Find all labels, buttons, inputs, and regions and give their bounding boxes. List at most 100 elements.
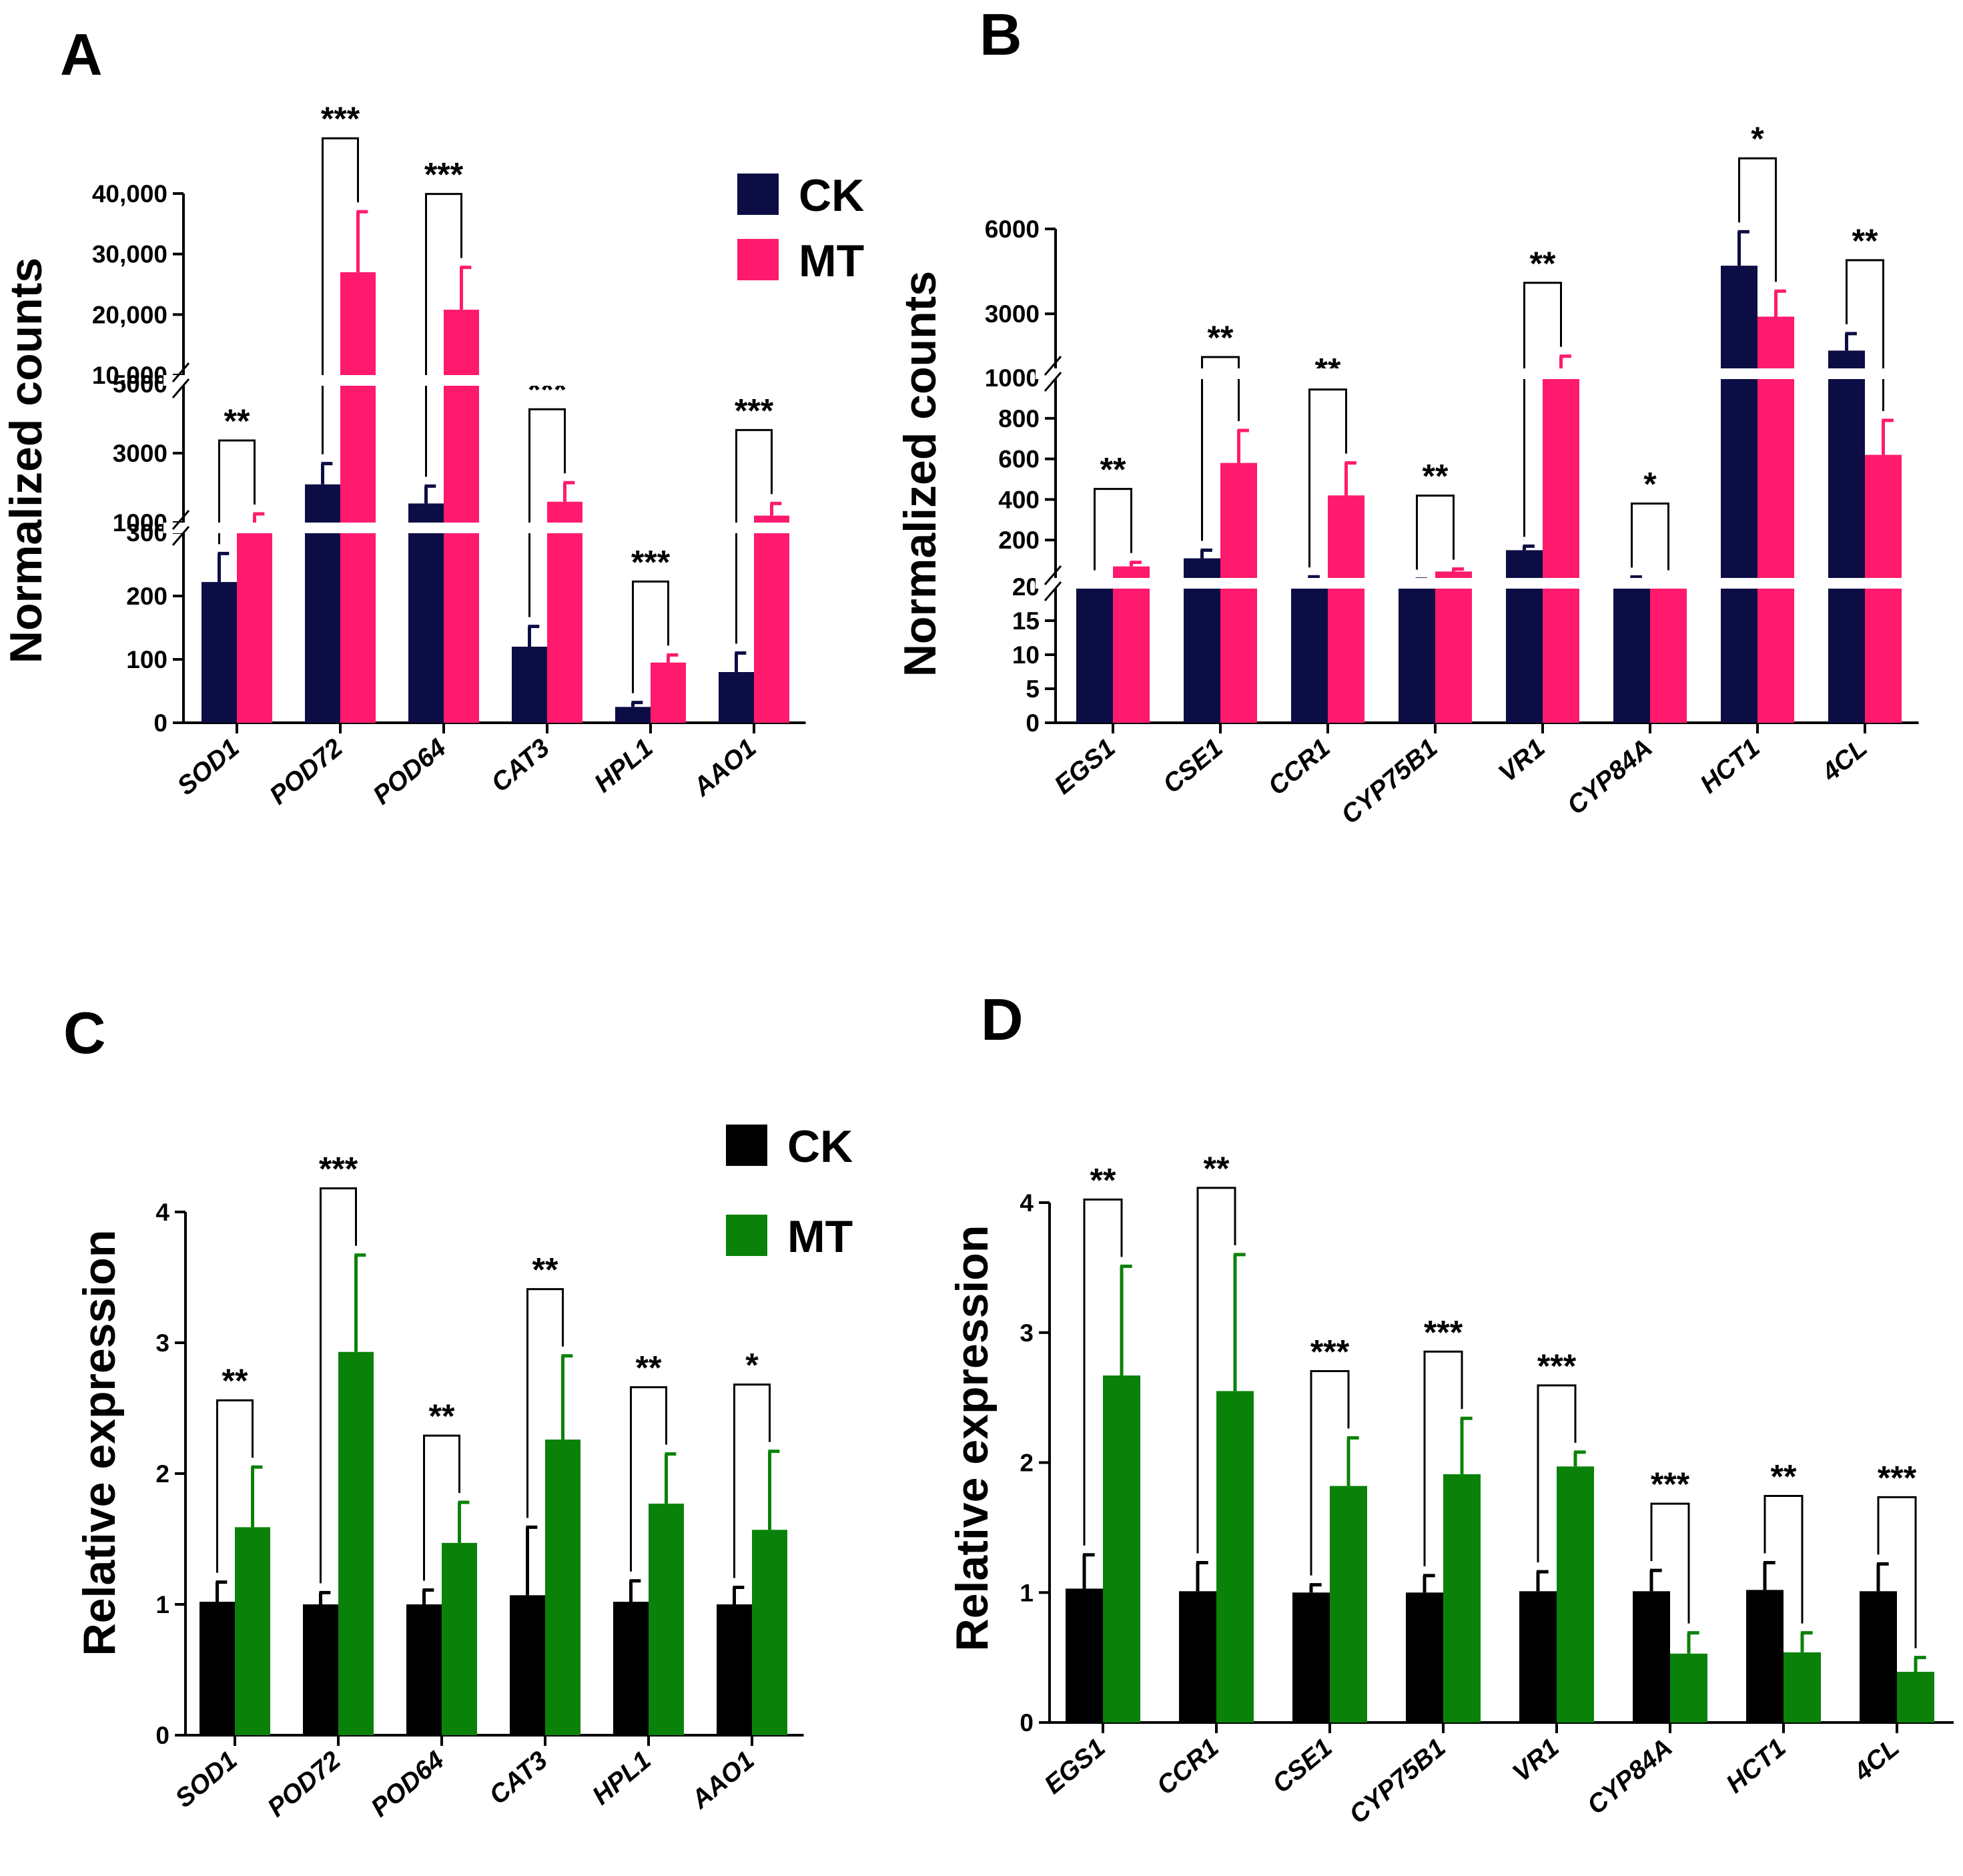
bar-mt-sod1 xyxy=(235,1527,270,1735)
bar-mt-cat3 xyxy=(547,501,582,723)
x-tick-label: EGS1 xyxy=(1039,1733,1110,1800)
legend-swatch-ck xyxy=(726,1125,767,1166)
significance-label: ** xyxy=(429,1397,455,1435)
significance-bracket xyxy=(1308,388,1347,568)
y-axis-title: Normalized counts xyxy=(895,271,945,677)
x-tick-label: AAO1 xyxy=(687,733,761,802)
bar-mt-egs1 xyxy=(1113,566,1150,723)
significance-bracket xyxy=(1196,1187,1236,1554)
significance-label: * xyxy=(1643,466,1657,503)
x-tick-label: POD72 xyxy=(264,733,348,810)
bar-mt-cyp75b1 xyxy=(1435,571,1472,723)
bar-mt-cse1 xyxy=(1220,462,1257,723)
bar-ck-hpl1 xyxy=(615,707,651,723)
bar-mt-pod64 xyxy=(444,310,479,723)
y-tick-label: 0 xyxy=(153,709,167,737)
bar-mt-hpl1 xyxy=(651,662,686,723)
bar-mt-4cl xyxy=(1897,1672,1934,1723)
significance-bracket xyxy=(423,1434,460,1581)
legend-label-ck: CK xyxy=(799,170,864,221)
axis-break-mark xyxy=(171,510,190,530)
axis-break-mark xyxy=(1044,372,1062,392)
significance-bracket xyxy=(1083,1198,1123,1546)
bar-mt-ccr1 xyxy=(1216,1391,1254,1723)
significance-label: ** xyxy=(636,1349,662,1387)
x-tick-label: HCT1 xyxy=(1721,1733,1792,1799)
legend-label-ck: CK xyxy=(787,1121,853,1172)
bar-ck-egs1 xyxy=(1076,580,1113,723)
significance-bracket xyxy=(1094,488,1132,571)
x-tick-label: CSE1 xyxy=(1267,1733,1338,1799)
bar-ck-ccr1 xyxy=(1179,1591,1216,1723)
bar-ck-vr1 xyxy=(1506,550,1543,723)
bar-ck-vr1 xyxy=(1519,1591,1557,1723)
bar-ck-cyp84a xyxy=(1613,578,1650,723)
bar-ck-aao1 xyxy=(719,672,754,723)
bar-mt-vr1 xyxy=(1557,1466,1594,1723)
panel-letter-c: C xyxy=(63,1000,106,1066)
y-tick-label: 20,000 xyxy=(92,301,167,328)
x-tick-label: POD72 xyxy=(262,1746,346,1823)
y-tick-label: 6000 xyxy=(985,216,1040,243)
x-tick-label: HPL1 xyxy=(589,733,659,798)
panel-letter-d: D xyxy=(981,986,1024,1052)
legend-label-mt: MT xyxy=(787,1211,853,1262)
significance-label: ** xyxy=(222,1362,248,1399)
bar-mt-sod1 xyxy=(237,533,272,723)
bar-mt-hpl1 xyxy=(649,1504,684,1735)
significance-bracket xyxy=(1846,259,1884,411)
significance-label: ** xyxy=(1090,1161,1116,1199)
significance-bracket xyxy=(1423,1350,1463,1566)
x-tick-label: CCR1 xyxy=(1152,1733,1224,1801)
bar-ck-pod64 xyxy=(408,503,444,723)
chart-panel-b: 0 5 10 15 20 200 400 600 800 1000 3000 6000 Normaliz… xyxy=(895,120,1926,830)
panel-letter-a: A xyxy=(60,21,103,87)
bar-mt-cyp84a xyxy=(1670,1653,1707,1723)
x-tick-label: POD64 xyxy=(368,733,452,810)
legend-swatch-mt xyxy=(737,239,779,280)
axis-break-gap xyxy=(163,523,813,533)
x-tick-label: CAT3 xyxy=(486,733,555,798)
bar-mt-cyp75b1 xyxy=(1443,1474,1481,1723)
bar-mt-4cl xyxy=(1865,454,1902,723)
y-tick-label: 30,000 xyxy=(92,241,167,268)
y-tick-label: 5000 xyxy=(113,370,167,398)
y-tick-label: 2 xyxy=(1020,1450,1034,1477)
significance-label: *** xyxy=(1537,1347,1577,1385)
y-axis-title: Normalized counts xyxy=(1,258,51,663)
significance-label: *** xyxy=(1310,1333,1350,1370)
significance-label: * xyxy=(1751,120,1764,158)
x-tick-label: POD64 xyxy=(366,1746,450,1823)
bar-mt-aao1 xyxy=(752,1530,787,1735)
x-tick-label: CCR1 xyxy=(1263,733,1336,801)
y-tick-label: 600 xyxy=(998,446,1040,473)
y-tick-label: 2 xyxy=(155,1460,169,1488)
bar-ck-4cl xyxy=(1860,1591,1897,1723)
axis-break-mark xyxy=(171,526,190,546)
significance-bracket xyxy=(528,408,566,617)
y-tick-label: 0 xyxy=(1026,709,1040,737)
x-tick-label: VR1 xyxy=(1493,733,1551,788)
y-tick-label: 10,000 xyxy=(92,362,167,389)
significance-label: *** xyxy=(1651,1466,1690,1503)
x-tick-label: CYP75B1 xyxy=(1344,1733,1451,1829)
y-tick-label: 0 xyxy=(1020,1709,1034,1737)
y-tick-label: 200 xyxy=(126,583,167,610)
significance-label: *** xyxy=(631,543,671,581)
significance-label: *** xyxy=(424,156,464,194)
significance-bracket xyxy=(1523,282,1562,537)
bar-ck-cyp75b1 xyxy=(1406,1592,1443,1723)
bar-mt-ccr1 xyxy=(1328,495,1364,723)
significance-bracket xyxy=(526,1288,564,1518)
y-tick-label: 3000 xyxy=(113,440,167,467)
bar-ck-cat3 xyxy=(510,1595,545,1735)
bar-ck-pod64 xyxy=(406,1604,442,1735)
x-tick-label: EGS1 xyxy=(1049,733,1120,800)
bar-ck-cyp75b1 xyxy=(1399,579,1435,723)
significance-bracket xyxy=(630,1386,667,1572)
bar-ck-4cl xyxy=(1828,350,1865,723)
y-tick-label: 10 xyxy=(1012,641,1040,669)
significance-bracket xyxy=(1631,503,1669,571)
